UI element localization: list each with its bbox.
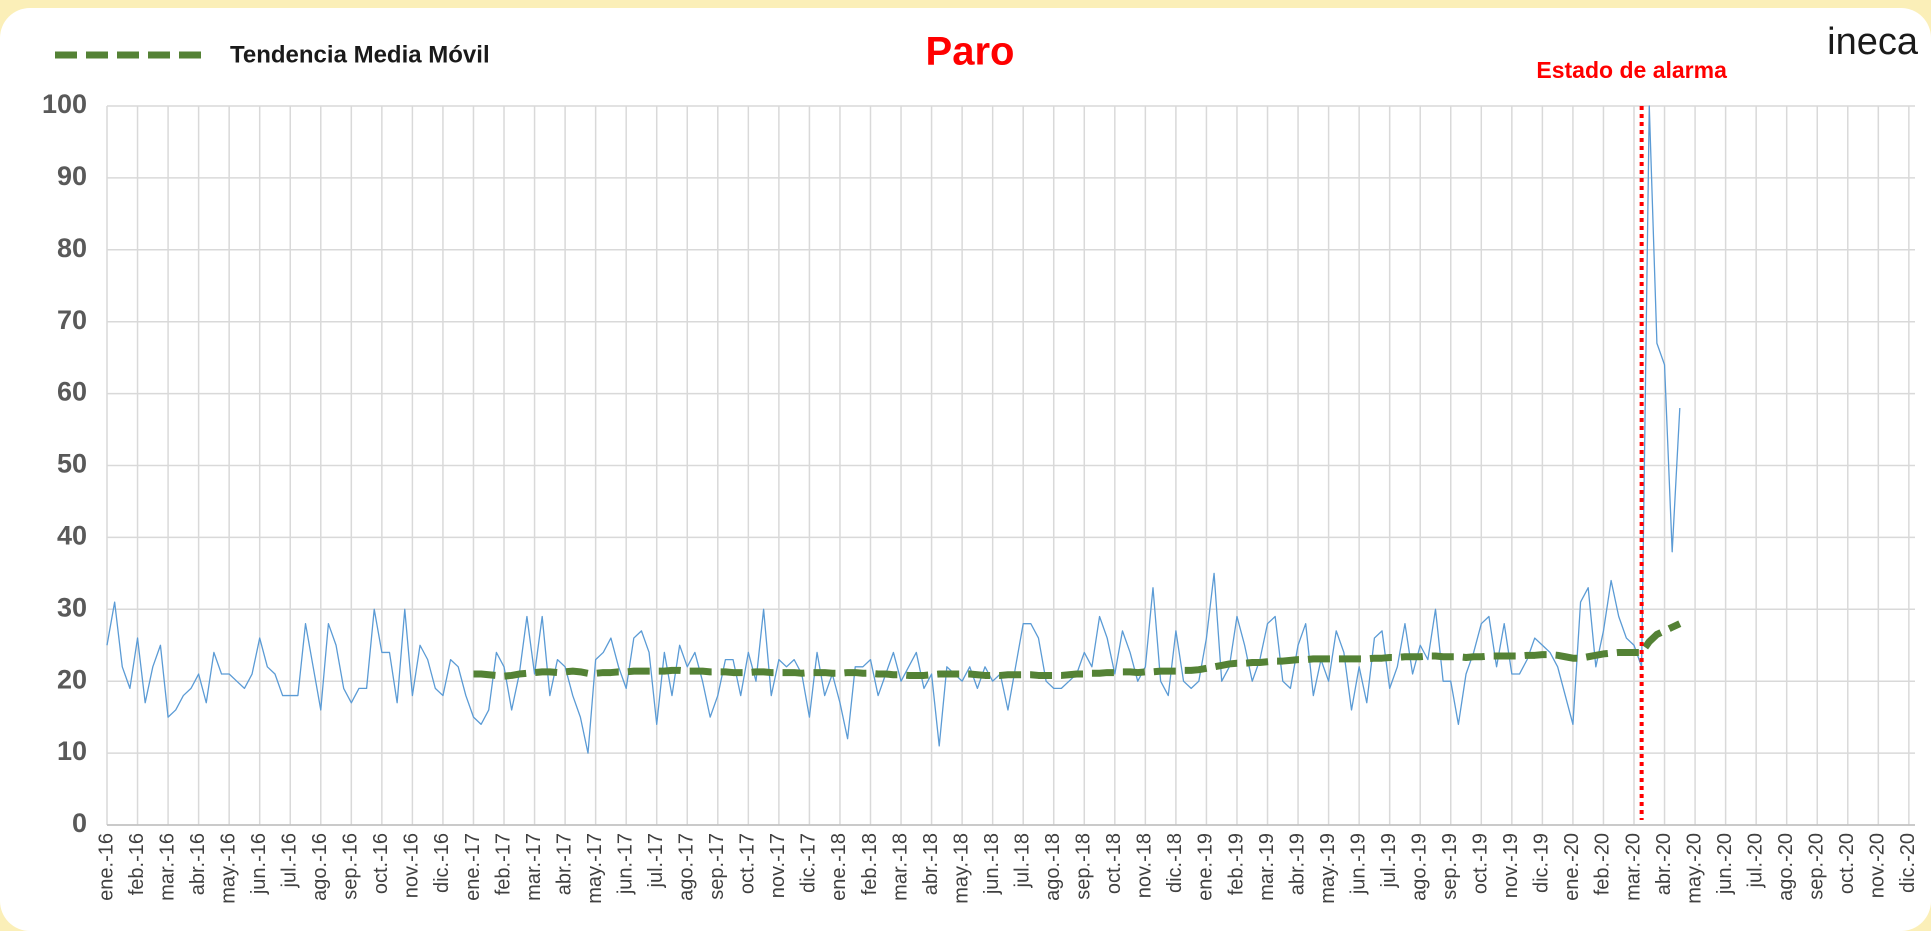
y-tick-label: 40 — [57, 521, 87, 551]
x-tick-label: jul.-18 — [1011, 833, 1033, 888]
x-tick-label: ene.-16 — [95, 833, 117, 901]
x-tick-label: abr.-16 — [187, 833, 209, 895]
x-tick-label: jun.-16 — [248, 833, 270, 895]
x-tick-label: jul.-17 — [645, 833, 667, 888]
x-tick-label: may.-20 — [1683, 833, 1705, 904]
x-tick-label: mar.-18 — [889, 833, 911, 901]
y-tick-label: 60 — [57, 377, 87, 407]
y-tick-label: 20 — [57, 664, 87, 694]
x-tick-label: ago.-16 — [309, 833, 331, 901]
y-tick-label: 100 — [42, 89, 87, 119]
x-tick-label: oct.-20 — [1836, 833, 1858, 894]
legend-label: Tendencia Media Móvil — [230, 41, 490, 68]
x-tick-label: oct.-16 — [370, 833, 392, 894]
chart-title: Paro — [926, 30, 1015, 74]
x-tick-label: ene.-18 — [828, 833, 850, 901]
y-tick-label: 10 — [57, 736, 87, 766]
x-tick-label: may.-19 — [1317, 833, 1339, 904]
x-tick-label: jun.-18 — [981, 833, 1003, 895]
x-tick-label: jun.-17 — [614, 833, 636, 895]
x-tick-label: feb.-20 — [1592, 833, 1614, 895]
x-tick-label: ago.-18 — [1042, 833, 1064, 901]
x-tick-label: sep.-20 — [1806, 833, 1828, 900]
x-tick-label: ago.-19 — [1409, 833, 1431, 901]
x-tick-label: sep.-17 — [706, 833, 728, 900]
x-tick-label: nov.-18 — [1134, 833, 1156, 898]
x-tick-label: jul.-19 — [1378, 833, 1400, 888]
x-tick-label: feb.-17 — [492, 833, 514, 895]
x-tick-label: abr.-20 — [1653, 833, 1675, 895]
x-tick-label: abr.-19 — [1286, 833, 1308, 895]
x-tick-label: jun.-19 — [1347, 833, 1369, 895]
x-tick-label: abr.-17 — [553, 833, 575, 895]
x-tick-label: oct.-19 — [1470, 833, 1492, 894]
y-tick-label: 50 — [57, 449, 87, 479]
x-tick-label: abr.-18 — [920, 833, 942, 895]
x-tick-label: nov.-19 — [1500, 833, 1522, 898]
y-tick-label: 70 — [57, 305, 87, 335]
x-tick-label: feb.-19 — [1225, 833, 1247, 895]
x-tick-label: nov.-17 — [767, 833, 789, 898]
x-tick-label: ene.-19 — [1195, 833, 1217, 901]
x-tick-label: oct.-17 — [737, 833, 759, 894]
x-tick-label: jul.-20 — [1744, 833, 1766, 888]
x-tick-label: sep.-19 — [1439, 833, 1461, 900]
x-tick-label: dic.-18 — [1164, 833, 1186, 893]
x-tick-label: sep.-16 — [340, 833, 362, 900]
x-tick-label: may.-17 — [584, 833, 606, 904]
x-tick-label: dic.-16 — [431, 833, 453, 893]
x-tick-label: dic.-17 — [798, 833, 820, 893]
x-tick-label: feb.-18 — [859, 833, 881, 895]
x-tick-label: sep.-18 — [1073, 833, 1095, 900]
x-tick-label: may.-18 — [950, 833, 972, 904]
x-tick-label: dic.-19 — [1531, 833, 1553, 893]
x-tick-label: mar.-20 — [1622, 833, 1644, 901]
x-tick-label: ago.-17 — [676, 833, 698, 901]
y-tick-label: 80 — [57, 233, 87, 263]
plot-background — [0, 8, 1931, 931]
y-tick-label: 90 — [57, 161, 87, 191]
x-tick-label: jul.-16 — [279, 833, 301, 888]
annotation-label: Estado de alarma — [1536, 57, 1727, 83]
x-tick-label: mar.-19 — [1256, 833, 1278, 901]
x-tick-label: nov.-16 — [401, 833, 423, 898]
x-tick-label: mar.-17 — [523, 833, 545, 901]
x-tick-label: nov.-20 — [1867, 833, 1889, 898]
y-tick-label: 30 — [57, 592, 87, 622]
moving-average-line — [473, 620, 1682, 680]
logo: ineca — [1827, 21, 1919, 63]
x-tick-label: oct.-18 — [1103, 833, 1125, 894]
x-tick-label: ene.-17 — [462, 833, 484, 901]
x-tick-label: ene.-20 — [1561, 833, 1583, 901]
x-tick-label: ago.-20 — [1775, 833, 1797, 901]
x-tick-label: jun.-20 — [1714, 833, 1736, 895]
x-tick-label: feb.-16 — [126, 833, 148, 895]
x-tick-label: dic.-20 — [1897, 833, 1919, 893]
y-tick-label: 0 — [72, 808, 87, 838]
x-tick-label: may.-16 — [217, 833, 239, 904]
x-tick-label: mar.-16 — [156, 833, 178, 901]
